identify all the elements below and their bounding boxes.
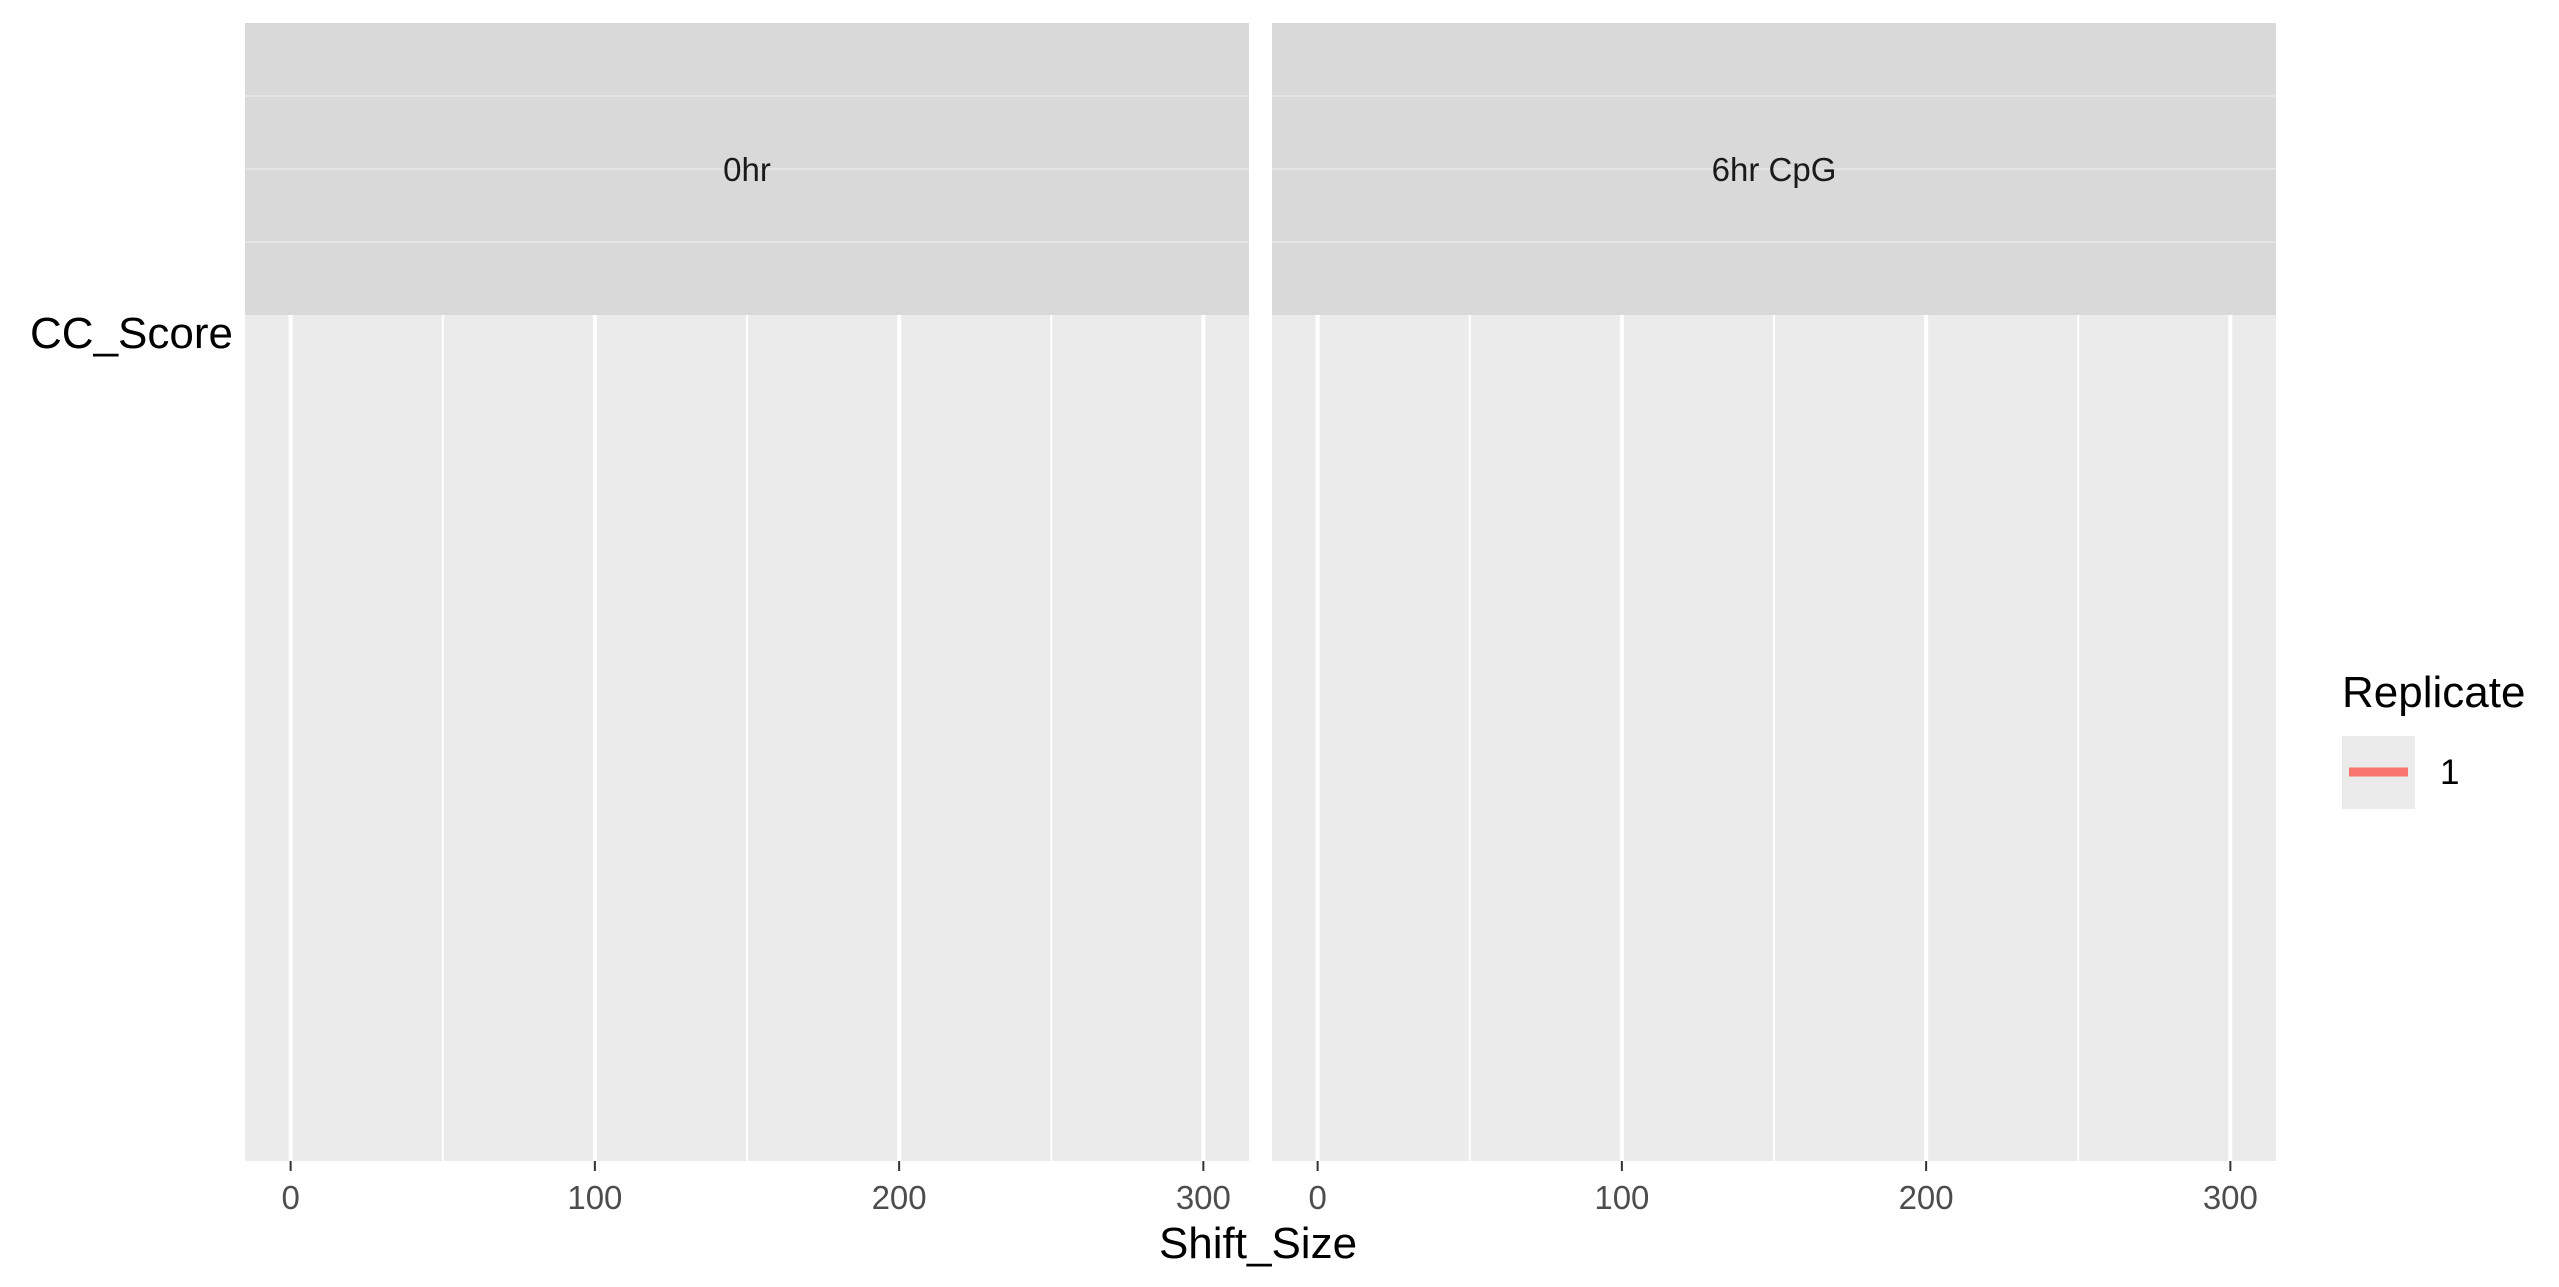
legend: Replicate 1 <box>2342 668 2525 809</box>
legend-title: Replicate <box>2342 668 2525 717</box>
x-tick-label: 300 <box>2203 1179 2258 1216</box>
x-tick-label: 200 <box>1899 1179 1954 1216</box>
facet-panel: 0hr 0 100 200 300 <box>245 23 1249 1216</box>
x-tick-label: 0 <box>1308 1179 1326 1216</box>
x-tick-label: 200 <box>872 1179 927 1216</box>
facet-panels: 0hr 0 100 200 300 6hr CpG 0 100 200 300 <box>245 23 2276 1216</box>
x-tick-label: 100 <box>1594 1179 1649 1216</box>
legend-label: 1 <box>2440 753 2459 792</box>
x-tick-label: 100 <box>567 1179 622 1216</box>
x-tick-label: 0 <box>281 1179 299 1216</box>
facet-strip-label: 6hr CpG <box>1712 151 1837 188</box>
y-axis-title: CC_Score <box>30 309 233 358</box>
facet-panel: 6hr CpG 0 100 200 300 <box>1272 23 2276 1216</box>
x-axis-title: Shift_Size <box>1159 1219 1357 1268</box>
facet-strip-label: 0hr <box>723 151 771 188</box>
x-tick-label: 300 <box>1176 1179 1231 1216</box>
